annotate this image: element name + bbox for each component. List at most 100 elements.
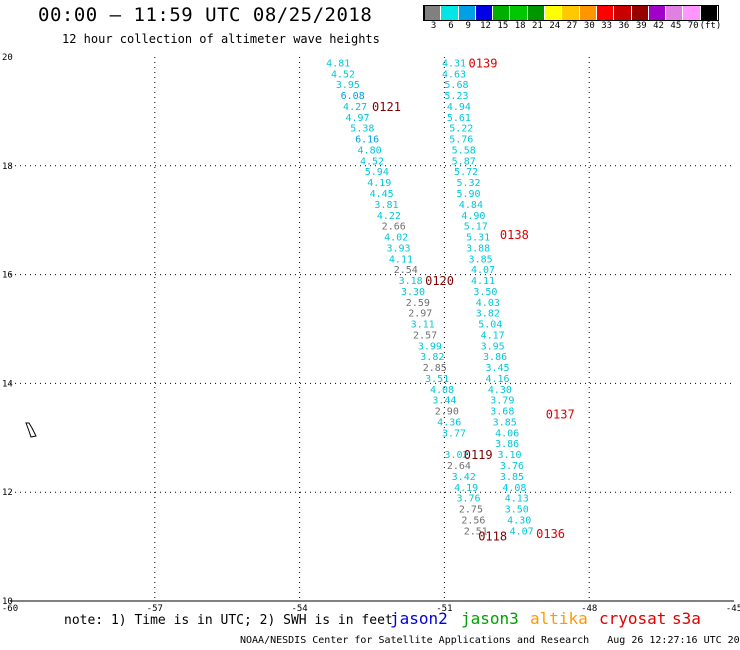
color-scale-swatch xyxy=(475,6,494,20)
wave-height-value: 4.90 xyxy=(461,211,485,222)
color-scale-label: 30 xyxy=(583,21,595,31)
wave-height-value: 4.52 xyxy=(331,69,355,80)
wave-height-value: 3.50 xyxy=(505,505,529,516)
wave-height-value: 4.84 xyxy=(459,200,483,211)
wave-height-value: 3.86 xyxy=(495,439,519,450)
color-scale-label: 27 xyxy=(566,21,578,31)
wave-height-value: 4.19 xyxy=(454,483,478,494)
wave-height-value: 2.57 xyxy=(413,330,437,341)
wave-height-value: 4.36 xyxy=(437,417,461,428)
color-scale-label: 18 xyxy=(514,21,526,31)
wave-height-value: 5.32 xyxy=(456,178,480,189)
wave-height-value: 4.07 xyxy=(510,526,534,537)
footnote: note: 1) Time is in UTC; 2) SWH is in fe… xyxy=(64,613,393,628)
color-scale-swatch xyxy=(631,6,649,20)
wave-height-value: 3.50 xyxy=(473,287,497,298)
color-scale-swatch xyxy=(666,6,684,20)
wave-height-value: 3.85 xyxy=(493,417,517,428)
wave-height-value: 5.17 xyxy=(464,222,488,233)
wave-height-value: 3.44 xyxy=(432,396,456,407)
wave-height-value: 4.07 xyxy=(471,265,495,276)
wave-height-value: 4.13 xyxy=(505,494,529,505)
wave-height-value: 4.08 xyxy=(502,483,526,494)
color-scale-legend xyxy=(423,5,720,21)
wave-height-value: 4.22 xyxy=(377,211,401,222)
wave-height-value: 4.11 xyxy=(471,276,495,287)
wave-height-value: 3.02 xyxy=(444,450,468,461)
color-scale-swatch xyxy=(510,6,528,20)
wave-height-value: 5.90 xyxy=(456,189,480,200)
color-scale-label: 45 xyxy=(670,21,682,31)
wave-height-value: 3.79 xyxy=(490,396,514,407)
island-outline xyxy=(25,422,37,438)
color-scale-swatch xyxy=(700,6,719,20)
satellite-legend-item: jason3 xyxy=(461,609,519,628)
color-scale-swatch xyxy=(562,6,580,20)
wave-height-value: 4.80 xyxy=(358,145,382,156)
pass-label: 0137 xyxy=(546,407,575,421)
chart-title: 00:00 — 11:59 UTC 08/25/2018 xyxy=(38,4,373,26)
color-scale-label: 9 xyxy=(465,21,471,31)
color-scale-bar xyxy=(423,5,720,21)
wave-height-value: 4.81 xyxy=(326,58,350,69)
color-scale-label: 15 xyxy=(497,21,509,31)
x-tick-label: -45 xyxy=(726,604,740,614)
wave-height-value: 4.17 xyxy=(481,330,505,341)
color-scale-swatch xyxy=(614,6,632,20)
color-scale-swatch xyxy=(493,6,511,20)
wave-height-value: 4.63 xyxy=(442,69,466,80)
wave-height-value: 5.22 xyxy=(449,124,473,135)
wave-height-value: 4.08 xyxy=(430,385,454,396)
wave-height-value: 2.90 xyxy=(435,407,459,418)
color-scale-swatch xyxy=(579,6,597,20)
wave-height-value: 3.86 xyxy=(483,352,507,363)
wave-height-value: 2.64 xyxy=(447,461,471,472)
wave-height-value: 4.19 xyxy=(367,178,391,189)
wave-height-value: 4.97 xyxy=(345,113,369,124)
credit-line: NOAA/NESDIS Center for Satellite Applica… xyxy=(240,635,740,646)
color-scale-label: 21 xyxy=(532,21,543,31)
wave-height-value: 5.94 xyxy=(365,167,389,178)
y-tick-label: 20 xyxy=(2,53,13,63)
wave-height-value: 6.16 xyxy=(355,135,379,146)
wave-height-value: 3.11 xyxy=(411,320,435,331)
wave-height-value: 5.68 xyxy=(444,80,468,91)
color-scale-label: 70 xyxy=(687,21,699,31)
wave-height-value: 3.51 xyxy=(425,374,449,385)
wave-height-value: 4.11 xyxy=(389,254,413,265)
wave-height-value: 3.18 xyxy=(399,276,423,287)
wave-height-value: 5.38 xyxy=(350,124,374,135)
satellite-legend-item: altika xyxy=(530,609,588,628)
wave-height-value: 3.68 xyxy=(490,407,514,418)
color-scale-swatch xyxy=(545,6,563,20)
wave-height-value: 5.76 xyxy=(449,135,473,146)
wave-height-value: 2.54 xyxy=(394,265,418,276)
y-tick-label: 12 xyxy=(2,488,13,498)
wave-height-value: 5.72 xyxy=(454,167,478,178)
color-scale-label: 6 xyxy=(448,21,454,31)
color-scale-label: (ft) xyxy=(699,21,722,31)
pass-label: 0136 xyxy=(536,527,565,541)
wave-height-value: 3.77 xyxy=(442,428,466,439)
color-scale-swatch xyxy=(424,6,442,20)
wave-height-value: 3.81 xyxy=(374,200,398,211)
wave-height-value: 4.02 xyxy=(384,233,408,244)
wave-height-value: 2.66 xyxy=(382,222,406,233)
wave-height-value: 5.04 xyxy=(478,320,502,331)
satellite-legend-item: cryosat xyxy=(599,609,667,628)
wave-height-value: 5.61 xyxy=(447,113,471,124)
color-scale-label: 39 xyxy=(635,21,647,31)
x-tick-label: -60 xyxy=(2,604,18,614)
wave-height-value: 2.75 xyxy=(459,505,483,516)
wave-height-value: 3.99 xyxy=(418,341,442,352)
color-scale-label: 42 xyxy=(653,21,664,31)
wave-height-value: 4.30 xyxy=(488,385,512,396)
pass-label: 0118 xyxy=(478,530,507,544)
wave-height-value: 3.76 xyxy=(456,494,480,505)
wave-height-value: 3.76 xyxy=(500,461,524,472)
wave-height-value: 4.03 xyxy=(476,298,500,309)
wave-height-value: 3.82 xyxy=(476,309,500,320)
wave-height-value: 3.88 xyxy=(466,243,490,254)
wave-height-value: 4.52 xyxy=(360,156,384,167)
